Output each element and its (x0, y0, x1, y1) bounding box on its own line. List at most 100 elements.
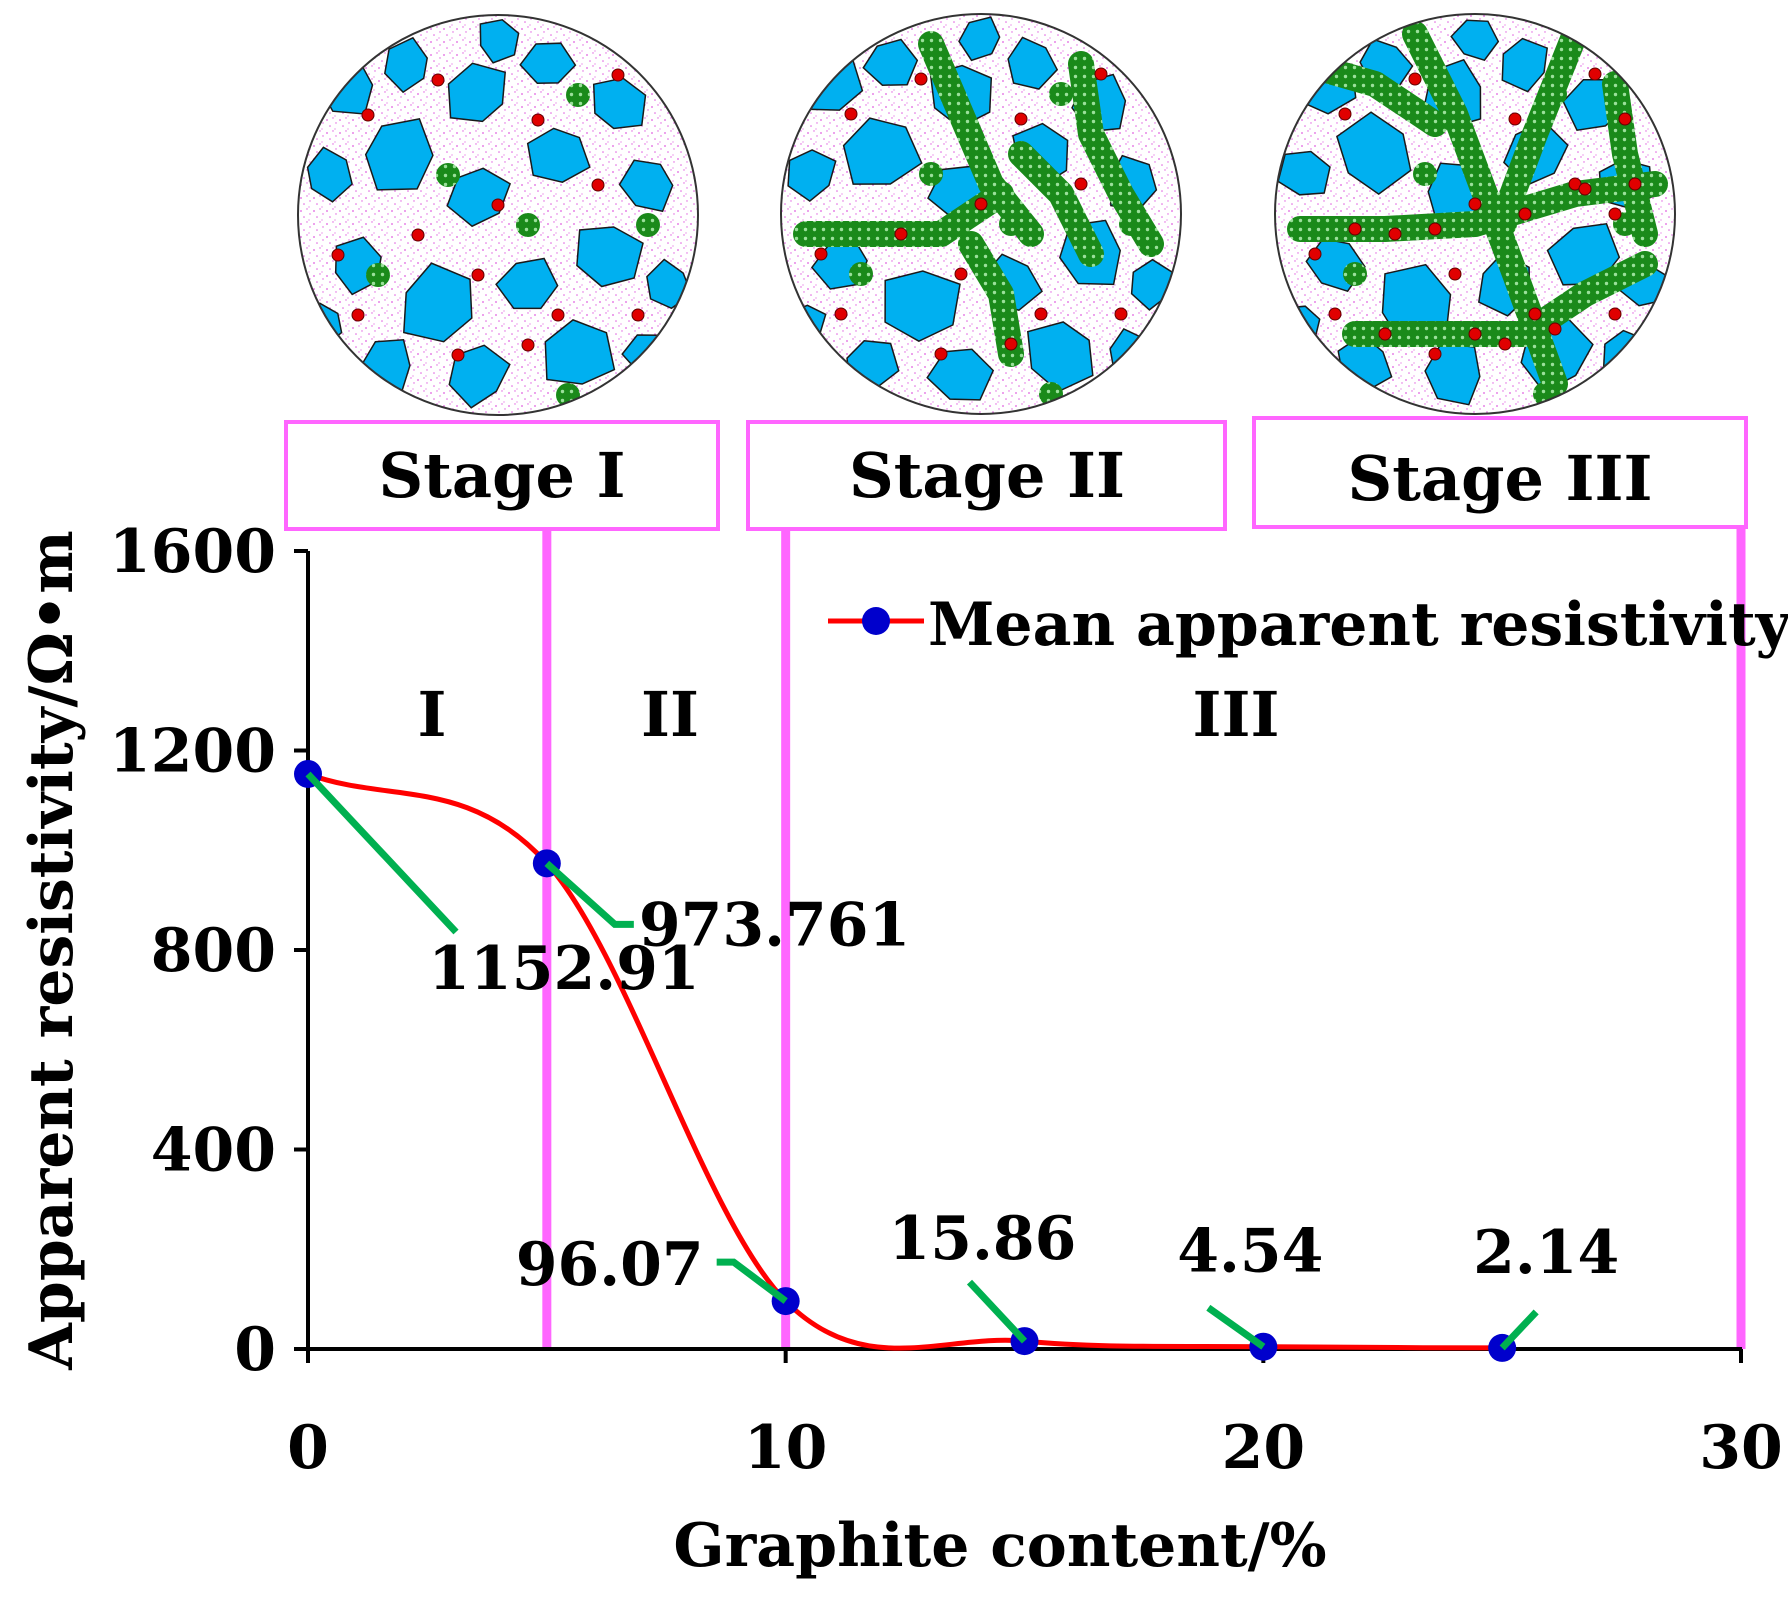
conductive-particle (1428, 222, 1442, 236)
graphite-network (1602, 71, 1658, 247)
stage-label-ii: Stage II (849, 439, 1125, 512)
conductive-particle (814, 247, 828, 261)
conductive-particle (1608, 307, 1622, 321)
microstructure-stage-ii (780, 13, 1182, 415)
microstructure-illustrations (297, 13, 1676, 416)
conductive-particle (1014, 112, 1028, 126)
aggregate-particle (1546, 222, 1621, 286)
graphite-particle (636, 213, 660, 237)
conductive-particle (521, 338, 535, 352)
conductive-particle (974, 197, 988, 211)
graphite-network (958, 231, 1024, 367)
graphite-network (1008, 141, 1104, 267)
legend-marker-swatch (862, 607, 890, 635)
legend: Mean apparent resistivity (828, 590, 1788, 660)
conductive-particle (351, 308, 365, 322)
conductive-particle (1378, 327, 1392, 341)
x-tick-label: 10 (744, 1413, 828, 1483)
y-tick-label: 800 (151, 916, 276, 986)
y-tick-label: 1200 (109, 717, 276, 787)
stage-label-iii: Stage III (1348, 442, 1653, 515)
leader-line (716, 1258, 788, 1304)
x-tick-label: 0 (287, 1413, 329, 1483)
leader-line (544, 860, 634, 928)
stage-boxes: Stage I Stage II Stage III (284, 416, 1748, 531)
conductive-particle (531, 113, 545, 127)
conductive-particle (1528, 307, 1542, 321)
conductive-particle (1328, 307, 1342, 321)
conductive-particle (1114, 307, 1128, 321)
legend-label: Mean apparent resistivity (928, 590, 1788, 660)
conductive-particle (331, 248, 345, 262)
graphite-network (1402, 21, 1568, 397)
conductive-particle (1608, 207, 1622, 221)
data-label: 2.14 (1473, 1218, 1619, 1288)
conductive-particle (1588, 67, 1602, 81)
conductive-particle (894, 227, 908, 241)
conductive-particle (491, 198, 505, 212)
graphite-particle (566, 83, 590, 107)
aggregate-particle (862, 38, 919, 86)
conductive-particle (611, 68, 625, 82)
conductive-particle (471, 268, 485, 282)
graphite-network (918, 31, 1044, 247)
stage-label-i: Stage I (379, 439, 626, 512)
conductive-particle (551, 308, 565, 322)
aggregate-particle (495, 257, 559, 310)
stage-box-i (284, 420, 720, 531)
data-label-leaders (305, 771, 1539, 1351)
y-ticks: 0 400 800 1200 1600 (109, 517, 308, 1385)
conductive-particle (914, 72, 928, 86)
conductive-particle (1338, 107, 1352, 121)
aggregate-particle (884, 270, 961, 343)
conductive-particle (1094, 67, 1108, 81)
data-label: 1152.91 (428, 934, 699, 1004)
aggregate-particle (403, 262, 473, 343)
conductive-particle (1518, 207, 1532, 221)
aggregate-particle (526, 127, 591, 183)
aggregate-particle (1007, 36, 1059, 90)
aggregate-particle (1336, 111, 1412, 196)
aggregate-particle (1501, 37, 1549, 93)
conductive-particle (1508, 112, 1522, 126)
x-axis-label: Graphite content/% (673, 1511, 1326, 1581)
conductive-particle (1548, 322, 1562, 336)
conductive-particle (431, 73, 445, 87)
x-ticks: 0 10 20 30 (287, 1349, 1783, 1483)
graphite-particle (919, 162, 943, 186)
aggregate-particle (306, 146, 353, 203)
stage-boundaries (542, 528, 1746, 1349)
conductive-particle (361, 108, 375, 122)
graphite-network (1492, 21, 1588, 227)
aggregate-particle (787, 149, 837, 203)
data-label: 15.86 (889, 1204, 1077, 1274)
conductive-particle (1004, 337, 1018, 351)
microstructure-outline (780, 13, 1182, 415)
leader-line (305, 771, 459, 935)
graphite-particle (1343, 262, 1367, 286)
conductive-particle (1498, 337, 1512, 351)
leader-line (1499, 1309, 1539, 1351)
conductive-particle (954, 267, 968, 281)
microstructure-stage-i (297, 14, 699, 416)
graphite-particle (1413, 162, 1437, 186)
conductive-particle (934, 347, 948, 361)
conductive-particle (451, 348, 465, 362)
graphite-particle (516, 213, 540, 237)
leader-line (966, 1279, 1028, 1344)
conductive-particle (1388, 227, 1402, 241)
graphite-particle (436, 163, 460, 187)
microstructure-outline (1274, 13, 1676, 415)
aggregate-particle (576, 226, 644, 288)
conductive-particle (1308, 247, 1322, 261)
x-tick-label: 30 (1699, 1413, 1783, 1483)
graphite-particle (1049, 82, 1073, 106)
conductive-particle (411, 228, 425, 242)
graphite-particle (849, 262, 873, 286)
conductive-particle (1428, 347, 1442, 361)
graphite-network (1342, 251, 1658, 347)
conductive-particle (1348, 222, 1362, 236)
graphite-particle (366, 263, 390, 287)
conductive-particle (1408, 72, 1422, 86)
